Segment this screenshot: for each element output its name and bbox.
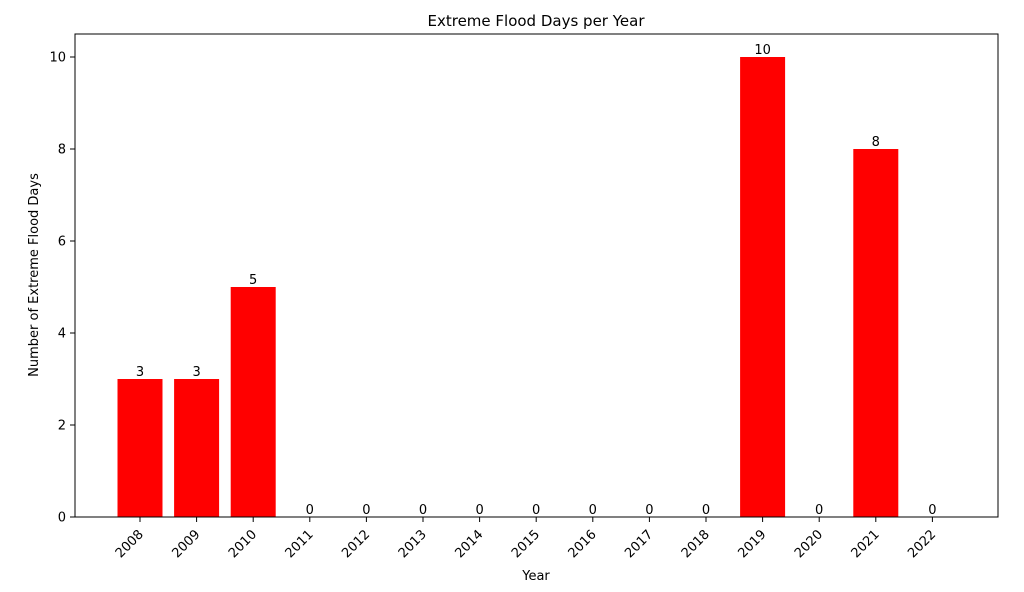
- bars-group: [117, 57, 899, 517]
- y-axis-ticks: 0 2 4 6 8 10: [49, 51, 75, 526]
- y-tick-label-4: 4: [58, 327, 66, 342]
- x-tick-label-2014: 2014: [452, 527, 486, 561]
- chart-title: Extreme Flood Days per Year: [428, 12, 646, 30]
- bar-value-label-2015: 0: [532, 503, 540, 518]
- x-tick-label-2010: 2010: [226, 527, 260, 561]
- bar-2010: [230, 287, 276, 517]
- x-tick-label-2015: 2015: [509, 527, 543, 561]
- bar-value-label-2022: 0: [928, 503, 936, 518]
- bar-value-label-2014: 0: [475, 503, 483, 518]
- y-tick-label-6: 6: [58, 235, 66, 250]
- bar-value-label-2010: 5: [249, 273, 257, 288]
- x-tick-label-2020: 2020: [792, 527, 826, 561]
- bar-value-label-2011: 0: [306, 503, 314, 518]
- x-tick-label-2018: 2018: [679, 527, 713, 561]
- x-tick-label-2017: 2017: [622, 527, 656, 561]
- x-tick-label-2012: 2012: [339, 527, 373, 561]
- y-tick-label-8: 8: [58, 143, 66, 158]
- bar-value-label-2013: 0: [419, 503, 427, 518]
- bar-labels-group: 3 3 5 0 0 0 0 0 0 0 0 10 0 8 0: [136, 43, 937, 518]
- x-tick-label-2011: 2011: [283, 527, 317, 561]
- x-tick-label-2008: 2008: [113, 527, 147, 561]
- bar-value-label-2009: 3: [192, 365, 200, 380]
- bar-value-label-2018: 0: [702, 503, 710, 518]
- x-axis-ticks: 2008 2009 2010 2011 2012 2013 2014 2015 2016 2017…: [113, 517, 939, 561]
- y-tick-label-0: 0: [58, 511, 66, 526]
- bar-2009: [174, 379, 220, 517]
- bar-value-label-2021: 8: [872, 135, 880, 150]
- bar-2021: [853, 149, 899, 517]
- x-tick-label-2009: 2009: [169, 527, 203, 561]
- bar-value-label-2012: 0: [362, 503, 370, 518]
- x-tick-label-2016: 2016: [566, 527, 600, 561]
- plot-area-frame: [74, 33, 999, 518]
- bar-2008: [117, 379, 163, 517]
- y-tick-label-10: 10: [49, 51, 66, 66]
- bar-value-label-2008: 3: [136, 365, 144, 380]
- bar-value-label-2016: 0: [589, 503, 597, 518]
- x-tick-label-2013: 2013: [396, 527, 430, 561]
- x-tick-label-2022: 2022: [905, 527, 939, 561]
- bar-value-label-2019: 10: [754, 43, 771, 58]
- bar-2019: [740, 57, 786, 517]
- x-tick-label-2021: 2021: [849, 527, 883, 561]
- y-tick-label-2: 2: [58, 419, 66, 434]
- bar-value-label-2017: 0: [645, 503, 653, 518]
- x-axis-label: Year: [521, 569, 550, 584]
- y-axis-label: Number of Extreme Flood Days: [27, 173, 42, 377]
- bar-value-label-2020: 0: [815, 503, 823, 518]
- x-tick-label-2019: 2019: [735, 527, 769, 561]
